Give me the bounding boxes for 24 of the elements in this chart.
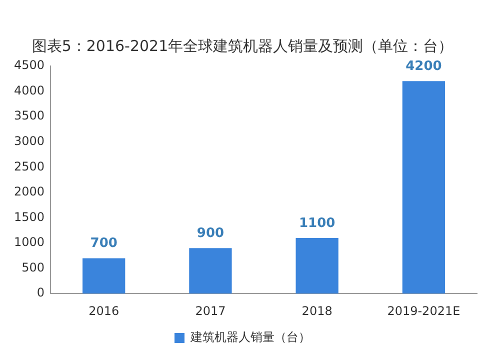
x-tick-label: 2017 (195, 304, 226, 318)
x-tick-label: 2016 (88, 304, 120, 318)
legend-label: 建筑机器人销量（台） (190, 330, 310, 344)
bar (189, 248, 232, 294)
y-tick-label: 2000 (14, 184, 45, 199)
data-label: 4200 (406, 59, 442, 74)
x-tick-label: 2019-2021E (387, 304, 460, 318)
x-tick-label: 2018 (302, 304, 332, 318)
y-tick-label: 4000 (14, 83, 45, 98)
y-tick-label: 1500 (14, 210, 45, 224)
bar (402, 81, 446, 294)
data-label: 900 (196, 226, 224, 241)
y-tick-label: 3500 (14, 108, 45, 123)
y-tick-label: 3000 (14, 134, 45, 148)
y-tick-label: 1000 (14, 235, 45, 250)
data-label: 700 (90, 236, 118, 252)
chart-title: 图表5：2016-2021年全球建筑机器人销量及预测（单位：台） (32, 36, 454, 55)
y-tick-label: 0 (36, 286, 45, 300)
bar (82, 258, 126, 294)
bar (296, 238, 338, 294)
y-tick-label: 500 (22, 260, 45, 274)
data-label: 1100 (298, 216, 336, 231)
y-tick-label: 2500 (14, 159, 45, 174)
y-tick-label: 4500 (14, 58, 45, 72)
